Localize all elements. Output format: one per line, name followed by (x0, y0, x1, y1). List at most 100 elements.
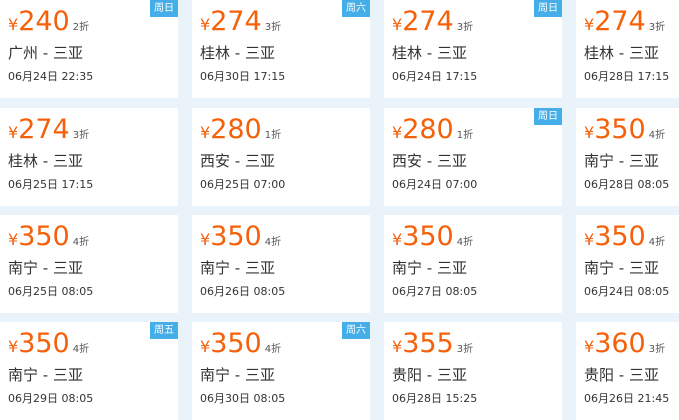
price-value: 274 (210, 6, 262, 37)
deal-card[interactable]: ¥350 4折 南宁 - 三亚 06月24日 08:05 (576, 215, 679, 313)
price-value: 360 (594, 328, 646, 359)
price: ¥350 4折 (8, 328, 89, 359)
route: 南宁 - 三亚 (8, 366, 83, 384)
price-value: 350 (18, 328, 70, 359)
currency: ¥ (8, 123, 19, 142)
departure-time: 06月28日 15:25 (392, 392, 478, 405)
currency: ¥ (392, 337, 403, 356)
route: 南宁 - 三亚 (584, 152, 659, 170)
price: ¥274 3折 (584, 6, 665, 37)
discount: 3折 (648, 22, 666, 33)
price: ¥240 2折 (8, 6, 89, 37)
deal-card[interactable]: ¥355 3折 贵阳 - 三亚 06月28日 15:25 (384, 322, 562, 420)
route: 桂林 - 三亚 (584, 44, 659, 62)
discount: 1折 (456, 130, 474, 141)
weekday-badge: 周五 (150, 322, 178, 339)
deal-card[interactable]: 周五 ¥350 4折南宁 - 三亚 06月29日 08:05 (0, 322, 178, 420)
deal-card[interactable]: ¥274 3折桂林 - 三亚 06月28日 17:15 (576, 0, 679, 98)
currency: ¥ (584, 123, 595, 142)
currency: ¥ (392, 123, 403, 142)
discount: 4折 (648, 237, 666, 248)
weekday-badge: 周日 (534, 0, 562, 17)
price-value: 240 (18, 6, 70, 37)
currency: ¥ (584, 337, 595, 356)
route: 南宁 - 三亚 (8, 259, 83, 277)
currency: ¥ (200, 337, 211, 356)
price-value: 350 (594, 221, 646, 252)
departure-time: 06月29日 08:05 (8, 392, 94, 405)
price-value: 350 (594, 114, 646, 145)
discount: 4折 (648, 130, 666, 141)
discount: 4折 (72, 237, 90, 248)
discount: 2折 (72, 22, 90, 33)
price-value: 274 (18, 114, 70, 145)
currency: ¥ (584, 230, 595, 249)
price: ¥280 1折 (392, 114, 473, 145)
departure-time: 06月25日 07:00 (200, 178, 286, 191)
deal-card[interactable]: ¥350 4折南宁 - 三亚 06月25日 08:05 (0, 215, 178, 313)
price: ¥350 4折 (584, 221, 665, 252)
deal-card[interactable]: ¥350 4折 南宁 - 三亚 06月26日 08:05 (192, 215, 370, 313)
deal-card[interactable]: ¥350 4折 南宁 - 三亚 06月27日 08:05 (384, 215, 562, 313)
departure-time: 06月25日 08:05 (8, 285, 94, 298)
departure-time: 06月24日 07:00 (392, 178, 478, 191)
route: 桂林 - 三亚 (392, 44, 467, 62)
deal-card[interactable]: ¥360 3折 贵阳 - 三亚 06月26日 21:45 (576, 322, 679, 420)
discount: 1折 (264, 130, 282, 141)
route: 桂林 - 三亚 (8, 152, 83, 170)
currency: ¥ (8, 15, 19, 34)
weekday-badge: 周六 (342, 322, 370, 339)
deal-card[interactable]: 周日 ¥240 2折 广州 - 三亚 06月24日 22:35 (0, 0, 178, 98)
departure-time: 06月28日 17:15 (584, 70, 670, 83)
price-value: 274 (594, 6, 646, 37)
departure-time: 06月24日 17:15 (392, 70, 478, 83)
price-value: 350 (402, 221, 454, 252)
deal-card[interactable]: ¥350 4折南宁 - 三亚 06月28日 08:05 (576, 108, 679, 206)
price: ¥350 4折 (8, 221, 89, 252)
route: 贵阳 - 三亚 (584, 366, 659, 384)
price: ¥274 3折 (200, 6, 281, 37)
currency: ¥ (8, 230, 19, 249)
price-value: 350 (210, 328, 262, 359)
discount: 3折 (456, 344, 474, 355)
price: ¥355 3折 (392, 328, 473, 359)
price: ¥350 4折 (200, 221, 281, 252)
currency: ¥ (200, 15, 211, 34)
price: ¥350 4折 (584, 114, 665, 145)
deal-card[interactable]: 周六 ¥274 3折 桂林 - 三亚 06月30日 17:15 (192, 0, 370, 98)
deal-card[interactable]: 周日 ¥280 1折 西安 - 三亚 06月24日 07:00 (384, 108, 562, 206)
price-value: 350 (18, 221, 70, 252)
discount: 3折 (456, 22, 474, 33)
discount: 4折 (72, 344, 90, 355)
route: 南宁 - 三亚 (200, 259, 275, 277)
currency: ¥ (200, 230, 211, 249)
currency: ¥ (392, 230, 403, 249)
route: 南宁 - 三亚 (392, 259, 467, 277)
deal-card[interactable]: 周日 ¥274 3折桂林 - 三亚 06月24日 17:15 (384, 0, 562, 98)
departure-time: 06月30日 08:05 (200, 392, 286, 405)
route: 广州 - 三亚 (8, 44, 83, 62)
deal-card[interactable]: 周六 ¥350 4折南宁 - 三亚 06月30日 08:05 (192, 322, 370, 420)
price: ¥274 3折 (8, 114, 89, 145)
departure-time: 06月30日 17:15 (200, 70, 286, 83)
currency: ¥ (8, 337, 19, 356)
departure-time: 06月28日 08:05 (584, 178, 670, 191)
price: ¥280 1折 (200, 114, 281, 145)
price-value: 350 (210, 221, 262, 252)
price-value: 274 (402, 6, 454, 37)
price: ¥350 4折 (200, 328, 281, 359)
discount: 3折 (264, 22, 282, 33)
deal-card[interactable]: ¥274 3折 桂林 - 三亚 06月25日 17:15 (0, 108, 178, 206)
route: 桂林 - 三亚 (200, 44, 275, 62)
route: 西安 - 三亚 (392, 152, 467, 170)
discount: 4折 (264, 237, 282, 248)
deal-card[interactable]: ¥280 1折 西安 - 三亚 06月25日 07:00 (192, 108, 370, 206)
currency: ¥ (200, 123, 211, 142)
route: 南宁 - 三亚 (200, 366, 275, 384)
currency: ¥ (584, 15, 595, 34)
currency: ¥ (392, 15, 403, 34)
discount: 4折 (264, 344, 282, 355)
discount: 3折 (72, 130, 90, 141)
discount: 4折 (456, 237, 474, 248)
